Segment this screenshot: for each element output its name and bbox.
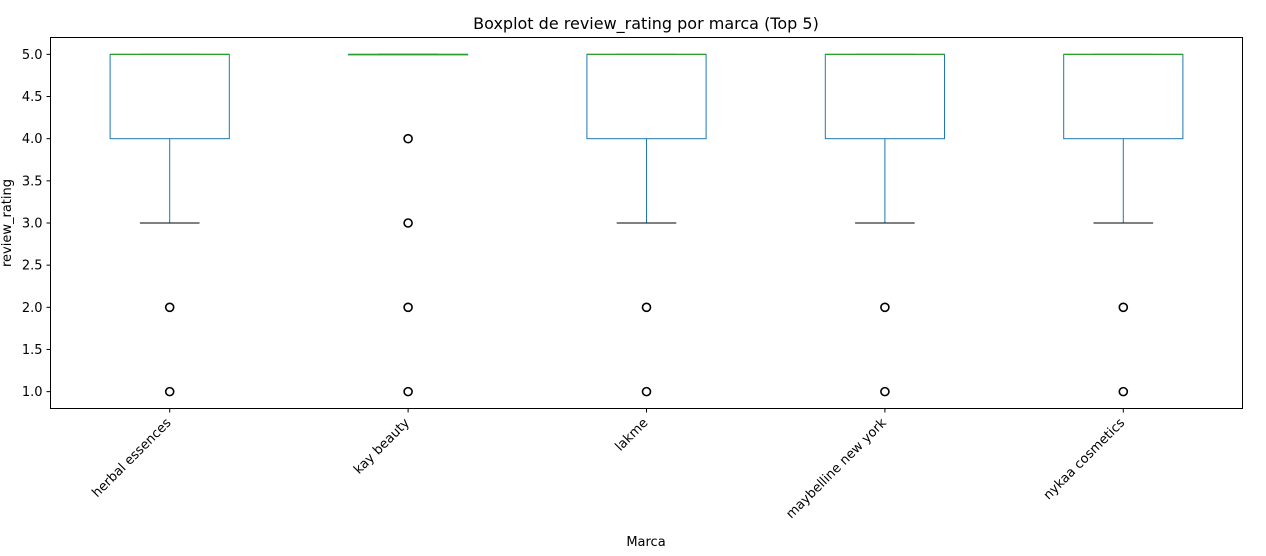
outlier-point bbox=[403, 218, 413, 228]
outlier-point bbox=[403, 133, 413, 144]
box-group bbox=[348, 53, 469, 397]
box bbox=[1063, 53, 1184, 140]
y-tick-label: 4.5 bbox=[22, 90, 43, 105]
y-tick-label: 2.0 bbox=[22, 301, 43, 316]
outlier-point bbox=[641, 386, 652, 397]
y-tick-label: 4.0 bbox=[22, 132, 43, 147]
x-tick-label: lakme bbox=[613, 416, 652, 455]
y-tick-label: 3.5 bbox=[22, 174, 43, 189]
x-tick-label: kay beauty bbox=[351, 416, 413, 478]
box-group bbox=[824, 53, 945, 397]
x-tick-label: nykaa cosmetics bbox=[1041, 416, 1128, 503]
plot-area bbox=[109, 53, 1184, 397]
box bbox=[586, 53, 707, 140]
box-group bbox=[109, 53, 230, 397]
y-tick-label: 1.0 bbox=[22, 385, 43, 400]
y-tick-label: 2.5 bbox=[22, 259, 43, 274]
outlier-point bbox=[164, 302, 175, 313]
chart-title: Boxplot de review_rating por marca (Top … bbox=[473, 14, 819, 34]
box-group bbox=[586, 53, 707, 397]
outlier-point bbox=[403, 302, 413, 313]
outlier-point bbox=[1118, 386, 1129, 397]
outlier-point bbox=[641, 302, 652, 313]
outlier-point bbox=[1118, 302, 1129, 313]
y-tick-label: 1.5 bbox=[22, 343, 43, 358]
box bbox=[109, 53, 230, 140]
box bbox=[824, 53, 945, 140]
x-tick-label: maybelline new york bbox=[783, 415, 890, 522]
x-axis-label: Marca bbox=[626, 535, 665, 550]
y-tick-label: 3.0 bbox=[22, 217, 43, 232]
y-axis-label: review_rating bbox=[0, 179, 15, 267]
outlier-point bbox=[403, 386, 413, 397]
y-tick-label: 5.0 bbox=[22, 48, 43, 63]
x-tick-label: herbal essences bbox=[89, 416, 174, 501]
box-group bbox=[1063, 53, 1184, 397]
outlier-point bbox=[880, 386, 890, 397]
outlier-point bbox=[164, 386, 175, 397]
outlier-point bbox=[880, 302, 890, 313]
